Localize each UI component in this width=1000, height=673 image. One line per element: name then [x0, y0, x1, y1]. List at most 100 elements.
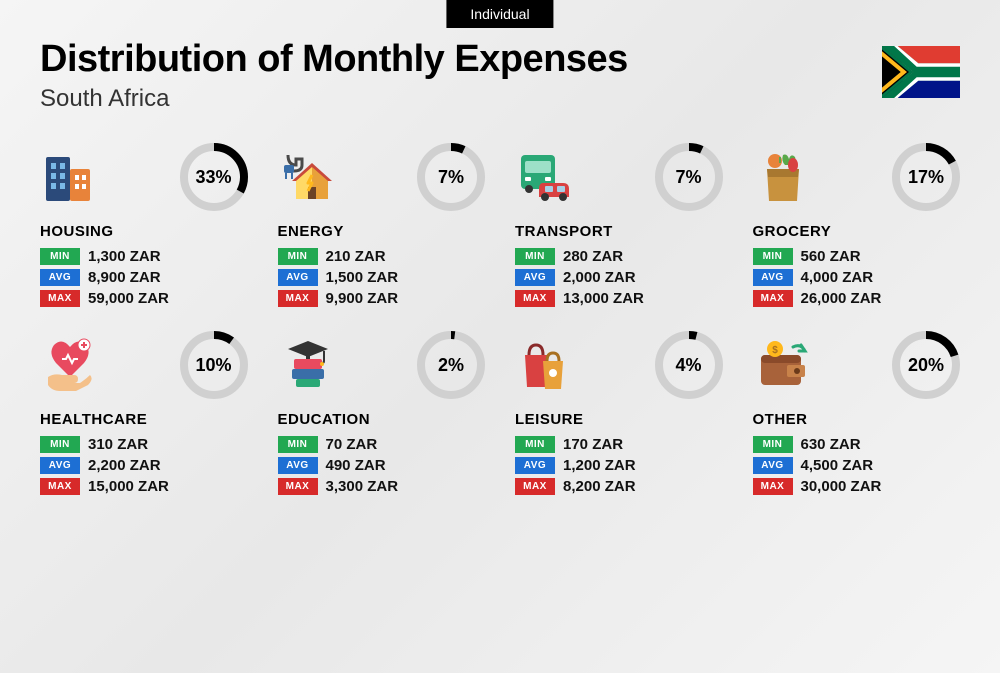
avg-badge: AVG	[515, 269, 555, 286]
category-name: HEALTHCARE	[40, 411, 248, 428]
avg-badge: AVG	[753, 457, 793, 474]
max-value: 8,200 ZAR	[563, 478, 636, 495]
avg-value: 2,200 ZAR	[88, 457, 161, 474]
tab-individual: Individual	[446, 0, 553, 28]
header: Distribution of Monthly Expenses South A…	[40, 38, 960, 113]
avg-badge: AVG	[278, 457, 318, 474]
max-badge: MAX	[515, 290, 555, 307]
percent-ring: 17%	[892, 143, 960, 211]
category-card: 7% ENERGY MIN 210 ZAR AVG 1,500 ZAR MAX …	[278, 143, 486, 311]
min-value: 310 ZAR	[88, 436, 148, 453]
stat-avg: AVG 1,200 ZAR	[515, 457, 723, 474]
max-badge: MAX	[753, 478, 793, 495]
page-title: Distribution of Monthly Expenses	[40, 38, 628, 81]
category-name: LEISURE	[515, 411, 723, 428]
stat-max: MAX 3,300 ZAR	[278, 478, 486, 495]
avg-value: 1,500 ZAR	[326, 269, 399, 286]
category-name: EDUCATION	[278, 411, 486, 428]
min-badge: MIN	[278, 248, 318, 265]
category-card: 17% GROCERY MIN 560 ZAR AVG 4,000 ZAR MA…	[753, 143, 961, 311]
stat-max: MAX 30,000 ZAR	[753, 478, 961, 495]
wallet-icon: $	[753, 335, 813, 395]
min-value: 1,300 ZAR	[88, 248, 161, 265]
heart-hand-icon	[40, 335, 100, 395]
avg-badge: AVG	[40, 457, 80, 474]
max-badge: MAX	[278, 290, 318, 307]
stat-avg: AVG 2,200 ZAR	[40, 457, 248, 474]
stat-max: MAX 59,000 ZAR	[40, 290, 248, 307]
min-badge: MIN	[40, 436, 80, 453]
min-value: 560 ZAR	[801, 248, 861, 265]
category-name: OTHER	[753, 411, 961, 428]
min-value: 70 ZAR	[326, 436, 378, 453]
percent-value: 7%	[417, 143, 485, 211]
percent-value: 17%	[892, 143, 960, 211]
min-value: 630 ZAR	[801, 436, 861, 453]
min-value: 280 ZAR	[563, 248, 623, 265]
max-value: 3,300 ZAR	[326, 478, 399, 495]
bus-car-icon	[515, 147, 575, 207]
category-card: 33% HOUSING MIN 1,300 ZAR AVG 8,900 ZAR …	[40, 143, 248, 311]
percent-ring: 4%	[655, 331, 723, 399]
category-card: 7% TRANSPORT MIN 280 ZAR AVG 2,000 ZAR M…	[515, 143, 723, 311]
stat-min: MIN 560 ZAR	[753, 248, 961, 265]
categories-grid: 33% HOUSING MIN 1,300 ZAR AVG 8,900 ZAR …	[40, 143, 960, 499]
stat-min: MIN 1,300 ZAR	[40, 248, 248, 265]
min-value: 170 ZAR	[563, 436, 623, 453]
min-badge: MIN	[515, 436, 555, 453]
stat-min: MIN 170 ZAR	[515, 436, 723, 453]
avg-badge: AVG	[515, 457, 555, 474]
min-badge: MIN	[278, 436, 318, 453]
min-badge: MIN	[753, 248, 793, 265]
category-card: 10% HEALTHCARE MIN 310 ZAR AVG 2,200 ZAR…	[40, 331, 248, 499]
avg-value: 490 ZAR	[326, 457, 386, 474]
min-value: 210 ZAR	[326, 248, 386, 265]
south-africa-flag-icon	[882, 46, 960, 98]
stat-avg: AVG 4,000 ZAR	[753, 269, 961, 286]
stat-max: MAX 8,200 ZAR	[515, 478, 723, 495]
category-name: GROCERY	[753, 223, 961, 240]
max-value: 59,000 ZAR	[88, 290, 169, 307]
grocery-bag-icon	[753, 147, 813, 207]
avg-badge: AVG	[753, 269, 793, 286]
avg-value: 8,900 ZAR	[88, 269, 161, 286]
max-value: 30,000 ZAR	[801, 478, 882, 495]
category-card: 2% EDUCATION MIN 70 ZAR AVG 490 ZAR MAX …	[278, 331, 486, 499]
stat-avg: AVG 2,000 ZAR	[515, 269, 723, 286]
max-badge: MAX	[753, 290, 793, 307]
shopping-bags-icon	[515, 335, 575, 395]
page-subtitle: South Africa	[40, 85, 628, 113]
percent-ring: 20%	[892, 331, 960, 399]
percent-value: 20%	[892, 331, 960, 399]
percent-value: 33%	[180, 143, 248, 211]
stat-min: MIN 310 ZAR	[40, 436, 248, 453]
category-name: TRANSPORT	[515, 223, 723, 240]
books-cap-icon	[278, 335, 338, 395]
category-name: HOUSING	[40, 223, 248, 240]
percent-ring: 2%	[417, 331, 485, 399]
max-value: 9,900 ZAR	[326, 290, 399, 307]
avg-badge: AVG	[278, 269, 318, 286]
max-badge: MAX	[515, 478, 555, 495]
percent-value: 4%	[655, 331, 723, 399]
percent-ring: 7%	[417, 143, 485, 211]
max-badge: MAX	[40, 478, 80, 495]
house-plug-icon	[278, 147, 338, 207]
min-badge: MIN	[515, 248, 555, 265]
percent-ring: 33%	[180, 143, 248, 211]
percent-ring: 10%	[180, 331, 248, 399]
avg-value: 4,500 ZAR	[801, 457, 874, 474]
min-badge: MIN	[40, 248, 80, 265]
percent-ring: 7%	[655, 143, 723, 211]
avg-value: 1,200 ZAR	[563, 457, 636, 474]
min-badge: MIN	[753, 436, 793, 453]
max-value: 13,000 ZAR	[563, 290, 644, 307]
percent-value: 10%	[180, 331, 248, 399]
stat-avg: AVG 8,900 ZAR	[40, 269, 248, 286]
percent-value: 7%	[655, 143, 723, 211]
stat-avg: AVG 1,500 ZAR	[278, 269, 486, 286]
max-value: 15,000 ZAR	[88, 478, 169, 495]
stat-min: MIN 210 ZAR	[278, 248, 486, 265]
stat-min: MIN 280 ZAR	[515, 248, 723, 265]
stat-min: MIN 630 ZAR	[753, 436, 961, 453]
